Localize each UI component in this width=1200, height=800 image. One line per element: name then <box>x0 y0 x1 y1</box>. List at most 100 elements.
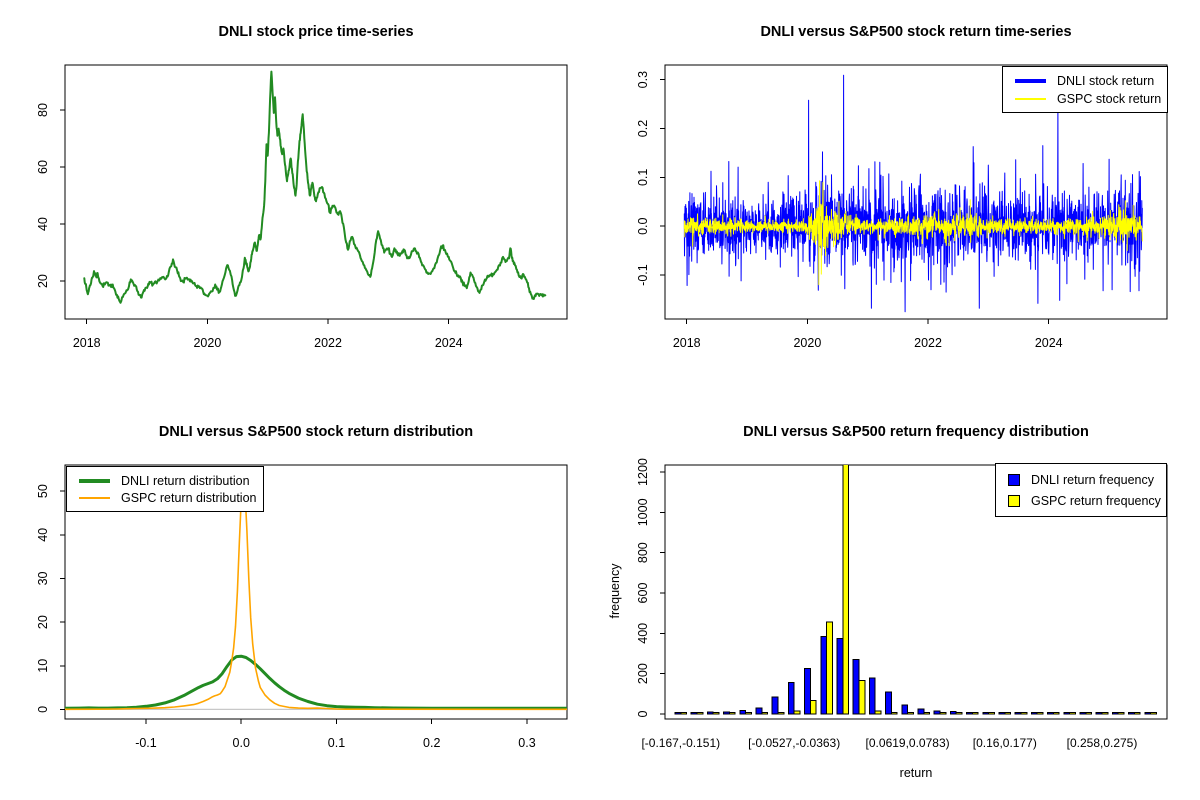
legend-label: GSPC return frequency <box>1031 494 1161 509</box>
bin-interval-label: [-0.0527,-0.0363) <box>748 736 840 750</box>
plot-box <box>64 464 568 720</box>
y-tick-label: 0.1 <box>636 169 650 186</box>
x-tick-label: -0.1 <box>135 736 157 750</box>
dnli-return-line-sample <box>1015 79 1046 83</box>
bar-dnli-bin-6 <box>771 696 779 715</box>
bar-gspc-bin-6 <box>777 712 785 715</box>
x-tick-label: 2022 <box>914 336 942 350</box>
bar-gspc-bin-0 <box>680 712 688 715</box>
plot-box <box>664 64 1168 320</box>
bar-dnli-bin-21 <box>1014 712 1022 715</box>
legend-label: DNLI stock return <box>1057 74 1155 88</box>
y-tick-label: 40 <box>36 217 50 231</box>
panel-return-timeseries: DNLI versus S&P500 stock return time-ser… <box>600 0 1200 400</box>
x-tick-label: 2024 <box>435 336 463 350</box>
bar-dnli-bin-9 <box>820 635 828 715</box>
y-tick-label: 0 <box>36 706 50 713</box>
series-dnli-price <box>83 70 547 304</box>
dnli-frequency-swatch <box>1008 473 1020 486</box>
bar-gspc-bin-23 <box>1052 712 1060 715</box>
series-gspc-return-distribution <box>65 472 567 711</box>
bar-gspc-bin-11 <box>858 680 866 715</box>
y-tick-label: 30 <box>36 571 50 585</box>
bar-dnli-bin-15 <box>917 708 925 715</box>
bar-dnli-bin-20 <box>998 712 1006 715</box>
bar-gspc-bin-4 <box>745 712 752 715</box>
bar-dnli-bin-28 <box>1128 712 1135 715</box>
panel-return-frequency: DNLI versus S&P500 return frequency dist… <box>600 400 1200 800</box>
panel-price-timeseries: DNLI stock price time-series 2018 2020 202… <box>0 0 600 400</box>
bar-gspc-bin-14 <box>907 712 914 715</box>
density-chart-title: DNLI versus S&P500 stock return distribu… <box>158 424 474 440</box>
bar-gspc-bin-5 <box>761 712 769 715</box>
bar-dnli-bin-10 <box>836 637 844 715</box>
bin-interval-label: [-0.167,-0.151) <box>641 736 720 750</box>
legend-row: GSPC return frequency <box>1008 492 1161 511</box>
x-tick-label: 0.3 <box>518 736 535 750</box>
bar-gspc-bin-24 <box>1069 712 1076 715</box>
gspc-return-line-sample <box>1015 98 1046 100</box>
bin-interval-label: [0.258,0.275) <box>1067 736 1138 750</box>
y-tick-label: 0.3 <box>636 71 650 88</box>
series-dnli-return-distribution <box>65 654 567 710</box>
returns-legend: DNLI stock return GSPC stock return <box>1002 66 1168 113</box>
y-tick-label: 1200 <box>636 458 650 486</box>
bar-gspc-bin-9 <box>826 621 833 715</box>
bar-dnli-bin-0 <box>674 711 682 715</box>
price-chart-title: DNLI stock price time-series <box>218 24 414 40</box>
bar-gspc-bin-17 <box>955 712 963 715</box>
bar-gspc-bin-10 <box>842 465 850 715</box>
returns-chart-title: DNLI versus S&P500 stock return time-ser… <box>760 24 1072 40</box>
y-tick-label: 0.0 <box>636 217 650 234</box>
bar-gspc-bin-27 <box>1117 712 1125 715</box>
bar-dnli-bin-16 <box>933 710 941 715</box>
bar-dnli-bin-5 <box>755 707 763 715</box>
y-tick-label: 0.2 <box>636 120 650 137</box>
bar-gspc-bin-25 <box>1085 712 1093 715</box>
bar-dnli-bin-2 <box>706 711 714 715</box>
returns-chart-plot-area: 2018 2020 2022 2024 -0.1 0.0 0.1 0.2 0.3 <box>636 64 1168 350</box>
y-tick-label: 40 <box>36 528 50 542</box>
density-chart-plot-area: -0.1 0.0 0.1 0.2 0.3 0 10 20 30 40 50 <box>36 464 568 750</box>
bar-dnli-bin-13 <box>885 691 892 715</box>
legend-row: GSPC stock return <box>1015 90 1161 108</box>
x-tick-label: 2018 <box>673 336 701 350</box>
y-tick-label: 800 <box>636 542 650 563</box>
bar-gspc-bin-12 <box>874 710 882 715</box>
legend-row: DNLI return distribution <box>79 472 257 490</box>
dnli-density-line-sample <box>79 478 110 483</box>
legend-row: GSPC return distribution <box>79 490 257 508</box>
bars-group <box>674 465 1157 715</box>
bar-gspc-bin-8 <box>809 699 817 715</box>
bar-gspc-bin-2 <box>712 712 720 715</box>
y-tick-label: -0.1 <box>636 264 650 286</box>
x-tick-label: 2024 <box>1035 336 1063 350</box>
bar-dnli-bin-26 <box>1095 712 1103 715</box>
legend-label: GSPC stock return <box>1057 92 1162 106</box>
density-legend: DNLI return distribution GSPC return dis… <box>66 466 264 512</box>
bar-gspc-bin-22 <box>1036 712 1044 715</box>
y-tick-label: 600 <box>636 583 650 604</box>
plot-box <box>664 464 1168 720</box>
bar-dnli-bin-19 <box>982 712 990 715</box>
bar-dnli-bin-3 <box>723 711 730 715</box>
legend-row: DNLI stock return <box>1015 72 1161 90</box>
x-tick-label: 0.1 <box>328 736 345 750</box>
y-tick-label: 60 <box>36 160 50 174</box>
histogram-title: DNLI versus S&P500 return frequency dist… <box>743 424 1089 440</box>
legend-row: DNLI return frequency <box>1008 470 1160 489</box>
y-tick-label: 0 <box>636 710 650 717</box>
histogram-legend: DNLI return frequency GSPC return freque… <box>995 463 1167 517</box>
x-tick-label: 2018 <box>73 336 101 350</box>
bar-gspc-bin-26 <box>1101 712 1109 715</box>
bin-interval-label: [0.16,0.177) <box>973 736 1037 750</box>
bar-gspc-bin-16 <box>939 712 947 715</box>
bar-dnli-bin-25 <box>1079 712 1087 715</box>
legend-label: DNLI return frequency <box>1031 472 1154 487</box>
bar-gspc-bin-7 <box>793 710 801 715</box>
legend-label: GSPC return distribution <box>121 491 257 506</box>
bar-gspc-bin-19 <box>988 712 995 715</box>
y-tick-label: 20 <box>36 615 50 629</box>
bar-dnli-bin-11 <box>852 659 860 715</box>
